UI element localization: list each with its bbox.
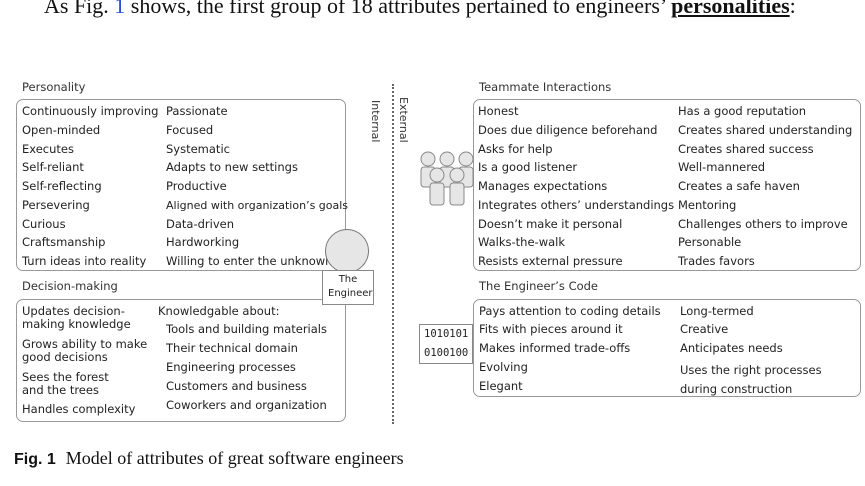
list-item: Open-minded (22, 123, 101, 137)
list-item: Creates shared success (678, 142, 814, 156)
caption-text: Model of attributes of great software en… (65, 448, 404, 468)
list-item: Does due diligence beforehand (478, 123, 658, 137)
list-item: Uses the right processes during construc… (680, 363, 822, 396)
knowledge-heading: Knowledgable about: (158, 304, 280, 318)
binary-code-box: 1010101 0100100 (419, 324, 474, 364)
personality-title: Personality (22, 80, 86, 94)
list-item: Turn ideas into reality (22, 254, 147, 268)
list-item: Elegant (479, 379, 523, 393)
binary-line-1: 1010101 (424, 328, 469, 340)
list-item: Honest (478, 104, 519, 118)
list-item: Adapts to new settings (166, 160, 298, 174)
intro-before: As Fig. (44, 0, 109, 18)
decision-making-title: Decision-making (22, 279, 118, 293)
list-item: Pays attention to coding details (479, 304, 661, 318)
team-people-icon (420, 151, 474, 206)
list-item: Asks for help (478, 142, 553, 156)
list-item: Long-termed (680, 304, 754, 318)
engineer-label-box: The Engineer (322, 270, 374, 305)
list-item: Grows ability to make good decisions (22, 337, 148, 364)
list-item: Craftsmanship (22, 235, 106, 249)
list-item: Focused (166, 123, 214, 137)
list-item: Evolving (479, 360, 528, 374)
list-item: Aligned with organization’s goals (166, 199, 349, 212)
list-item: Creates a safe haven (678, 179, 800, 193)
list-item: Updates decision-making knowledge (22, 304, 131, 331)
list-item: Self-reflecting (22, 179, 102, 193)
intro-sentence: As Fig. 1 shows, the first group of 18 a… (44, 0, 796, 19)
list-item: Manages expectations (478, 179, 608, 193)
list-item: Tools and building materials (166, 322, 327, 336)
code-title: The Engineer’s Code (479, 279, 599, 293)
list-item: Productive (166, 179, 227, 193)
list-item: Makes informed trade-offs (479, 341, 631, 355)
list-item: Engineering processes (166, 360, 296, 374)
teammate-title: Teammate Interactions (479, 80, 612, 94)
list-item: Self-reliant (22, 160, 84, 174)
code-box (473, 299, 861, 397)
intro-bold-word: personalities (671, 0, 790, 18)
list-item: Data-driven (166, 217, 235, 231)
list-item: Executes (22, 142, 74, 156)
intro-middle: shows, the first group of 18 attributes … (130, 0, 666, 18)
list-item: Handles complexity (22, 402, 136, 416)
list-item: Integrates others’ understandings (478, 198, 675, 212)
list-item: Well-mannered (678, 160, 766, 174)
list-item: Persevering (22, 198, 90, 212)
figure-caption: Fig. 1 Model of attributes of great softw… (14, 448, 404, 469)
list-item: Resists external pressure (478, 254, 623, 268)
teammate-box (473, 99, 861, 271)
list-item: Hardworking (166, 235, 240, 249)
list-item: Coworkers and organization (166, 398, 327, 412)
list-item: Willing to enter the unknown (166, 254, 333, 268)
list-item: Sees the forest and the trees (22, 370, 109, 397)
figure-ref-link[interactable]: 1 (114, 0, 126, 18)
list-item: Fits with pieces around it (479, 322, 623, 336)
list-item: Creates shared understanding (678, 123, 853, 137)
list-item: Anticipates needs (680, 341, 783, 355)
list-item: Creative (680, 322, 729, 336)
binary-line-2: 0100100 (424, 347, 469, 359)
list-item: Trades favors (678, 254, 755, 268)
list-item: Personable (678, 235, 742, 249)
caption-label: Fig. 1 (14, 451, 56, 468)
list-item: Customers and business (166, 379, 307, 393)
intro-after: : (789, 0, 796, 18)
list-item: Continuously improving (22, 104, 159, 118)
list-item: Walks-the-walk (478, 235, 566, 249)
list-item: Doesn’t make it personal (478, 217, 623, 231)
list-item: Their technical domain (166, 341, 298, 355)
decision-making-box (16, 299, 346, 422)
list-item: Systematic (166, 142, 230, 156)
external-label: External (397, 97, 410, 143)
engineer-head-icon (325, 229, 369, 273)
list-item: Is a good listener (478, 160, 578, 174)
list-item: Passionate (166, 104, 228, 118)
list-item: Mentoring (678, 198, 737, 212)
list-item: Has a good reputation (678, 104, 807, 118)
list-item: Curious (22, 217, 66, 231)
internal-label: Internal (369, 100, 382, 143)
personality-box (16, 99, 346, 271)
engineer-label: The Engineer (328, 274, 373, 299)
list-item: Challenges others to improve (678, 217, 848, 231)
divider-line (392, 84, 394, 424)
